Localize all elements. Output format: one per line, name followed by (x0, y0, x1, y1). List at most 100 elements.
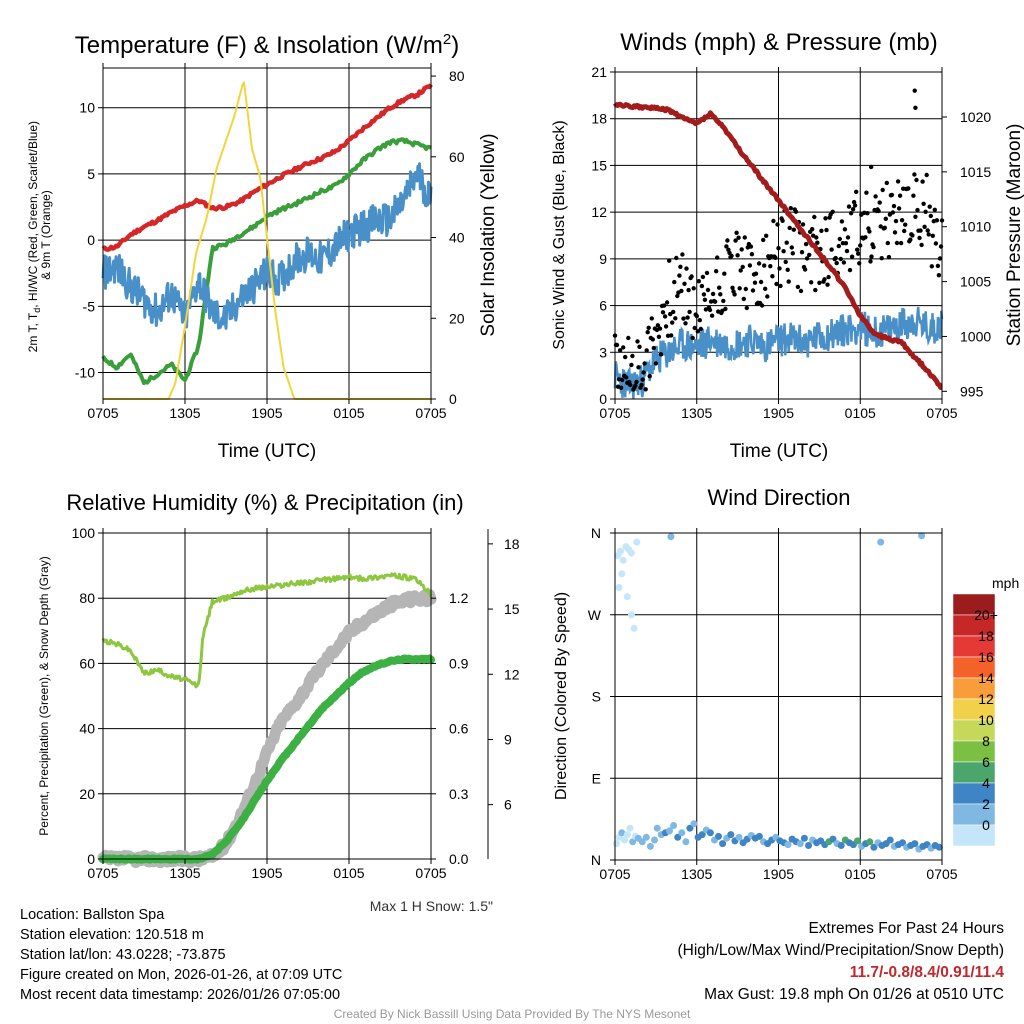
gust-point (735, 253, 740, 258)
dewpoint-line (101, 137, 432, 386)
temperature-ylabel: 2m T, Td, HI/WC (Red, Green, Scarlet/Blu… (26, 118, 53, 353)
direction-point (899, 839, 906, 847)
gust-point (743, 286, 748, 292)
direction-point (667, 533, 675, 541)
gust-point (621, 345, 626, 350)
gust-point (641, 370, 646, 375)
gust-point (903, 222, 908, 227)
gust-points (612, 88, 945, 392)
direction-point (617, 547, 624, 555)
gust-point (691, 286, 696, 291)
gust-point (737, 286, 742, 291)
direction-point (642, 833, 650, 841)
gust-point (614, 342, 620, 348)
winds-series (612, 88, 945, 400)
gust-point (855, 247, 860, 252)
winds-panel: Winds (mph) & Pressure (mb) 0 3 6 9 12 15 18 21… (551, 29, 1024, 462)
gust-point (663, 324, 669, 329)
gust-point (681, 316, 686, 321)
speed-legend: 20+ 18 16 14 12 10 8 6 4 2 0 (952, 593, 998, 847)
gust-point (623, 354, 628, 360)
direction-point (682, 838, 690, 846)
temperature-axes: -10 -5 0 5 10 0 20 40 60 80 0705 1305 1905 0105 0705 (75, 63, 465, 421)
gust-point (911, 193, 916, 198)
gust-point (661, 303, 667, 308)
gust-point (773, 255, 778, 260)
gust-point (908, 237, 913, 242)
gust-point (750, 288, 756, 293)
gust-point (921, 201, 926, 206)
max-gust: Max Gust: 19.8 mph On 01/26 at 0510 UTC (704, 986, 1004, 1003)
direction-tick-label: E (592, 770, 601, 786)
gust-point (803, 241, 809, 247)
direction-point (706, 829, 714, 837)
gust-point (774, 281, 779, 287)
humidity-ylabel: Percent, Precipitation (Green), & Snow D… (37, 556, 51, 835)
direction-point (674, 833, 682, 841)
y-tick-label: 0 (599, 391, 607, 407)
y-tick-label: 3 (599, 344, 607, 360)
gust-point (646, 325, 651, 330)
gust-point (734, 230, 739, 235)
gust-point (694, 313, 699, 319)
gust-point (924, 172, 929, 178)
x-tick-label: 0705 (599, 866, 630, 882)
gust-point (702, 297, 708, 302)
gust-point (890, 210, 896, 215)
direction-tick-label: N (591, 525, 601, 541)
gust-point (698, 326, 703, 332)
gust-point (690, 335, 695, 341)
humidity-grid (103, 533, 431, 859)
temperature-panel-title: Temperature (F) & Insolation (W/m2) (75, 31, 459, 59)
gust-point (742, 235, 747, 240)
extremes-subtitle: (High/Low/Max Wind/Precipitation/Snow De… (677, 942, 1005, 959)
wind-direction-title: Wind Direction (707, 485, 850, 510)
x-tick-label: 1305 (169, 865, 200, 881)
gust-point (714, 269, 719, 274)
gust-point (912, 172, 917, 177)
gust-point (658, 352, 664, 357)
precip-tick-label: 0.6 (449, 721, 469, 737)
gust-point (898, 240, 904, 246)
gust-point (776, 246, 781, 251)
gust-point (667, 258, 672, 263)
speed-legend-title: mph (992, 575, 1019, 591)
gust-point (920, 179, 925, 184)
gust-point (635, 339, 640, 344)
legend-label: 18 (978, 628, 994, 644)
gust-point (700, 274, 706, 280)
gust-point (897, 193, 903, 198)
gust-point (841, 260, 847, 265)
gust-point (670, 320, 675, 325)
gust-point (929, 264, 934, 269)
gust-point (692, 325, 697, 331)
gust-point (741, 296, 746, 302)
gust-point (822, 277, 827, 282)
gust-point (849, 254, 855, 259)
gust-point (642, 361, 647, 366)
humidity-line (101, 572, 433, 689)
gust-point (899, 218, 905, 223)
gust-point (715, 255, 720, 260)
gust-point (707, 307, 713, 313)
gust-point (787, 225, 792, 231)
legend-label: 16 (978, 649, 994, 665)
x-tick-label: 0105 (845, 866, 876, 882)
precip-tick-label: 1.2 (449, 590, 469, 606)
gust-point (837, 236, 842, 242)
gust-point (647, 374, 652, 379)
gust-point (868, 259, 873, 264)
gust-point (684, 266, 689, 271)
gust-point (650, 337, 655, 342)
y-tick-label: 12 (591, 204, 607, 220)
gust-point (683, 321, 688, 326)
snow-tick-label: 12 (504, 666, 520, 682)
gust-point (675, 293, 680, 299)
gust-point (775, 222, 780, 227)
gust-point (902, 228, 907, 234)
gust-point (685, 315, 690, 320)
humidity-panel-title: Relative Humidity (%) & Precipitation (i… (66, 490, 463, 515)
gust-point (795, 284, 801, 290)
gust-point (628, 382, 633, 388)
direction-point (633, 538, 641, 546)
